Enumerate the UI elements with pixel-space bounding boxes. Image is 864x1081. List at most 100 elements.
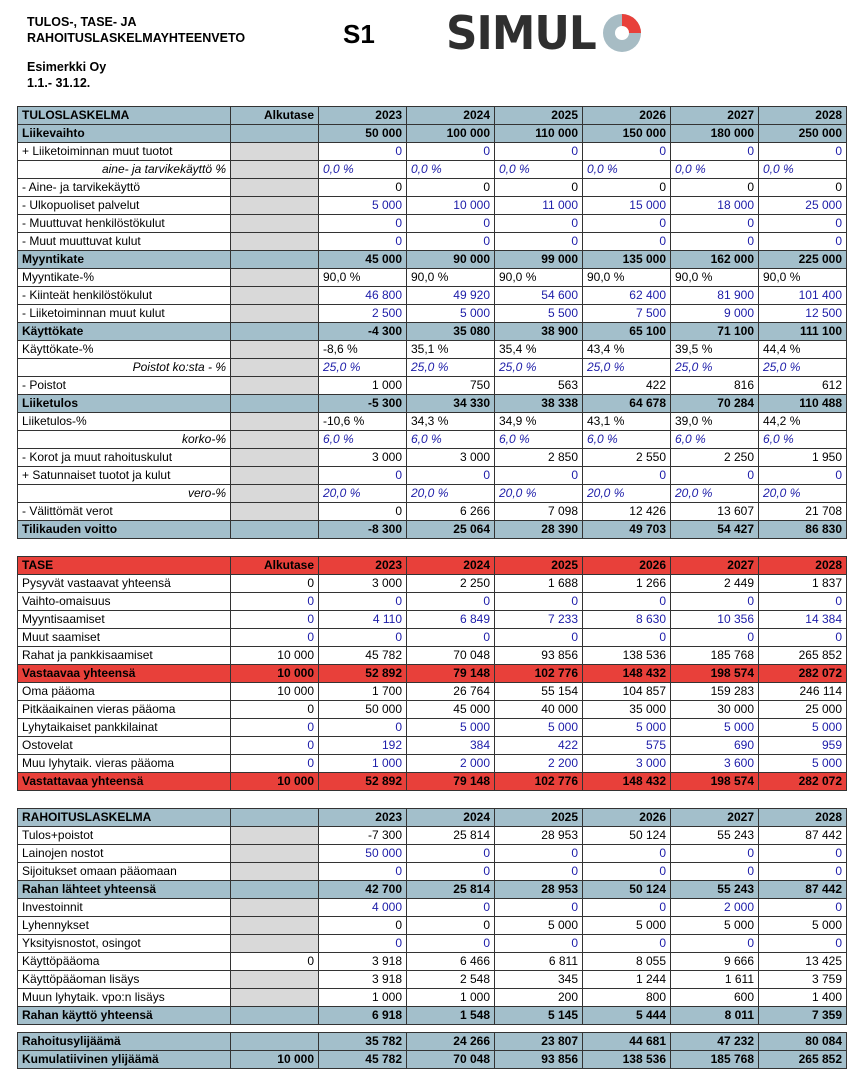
value-cell: 0 — [494, 592, 583, 611]
row: aine- ja tarvikekäyttö % 0,0 % 0,0 % 0,0 % 0… — [17, 160, 847, 179]
year-header: 2026 — [582, 556, 671, 575]
value-cell: 198 574 — [670, 664, 759, 683]
alkutase-cell: 0 — [230, 754, 319, 773]
row-label: Käyttöpääoma — [17, 952, 231, 971]
value-cell: 104 857 — [582, 682, 671, 701]
value-cell: 282 072 — [758, 772, 847, 791]
row: Myyntikate-% 90,0 % 90,0 % 90,0 % 90,0 % 90,0… — [17, 268, 847, 287]
row: - Liiketoiminnan muut kulut 2 500 5 000 5 5… — [17, 304, 847, 323]
row: Tilikauden voitto -8 300 25 064 28 390 49 70… — [17, 520, 847, 539]
value-cell: 5 000 — [406, 718, 495, 737]
value-cell: 2 550 — [582, 448, 671, 467]
value-cell: 38 900 — [494, 322, 583, 341]
value-cell: 0 — [758, 592, 847, 611]
value-cell: 1 000 — [318, 376, 407, 395]
value-cell: -8 300 — [318, 520, 407, 539]
value-cell: 0 — [406, 232, 495, 251]
alkutase-cell: 0 — [230, 700, 319, 719]
row: Sijoitukset omaan pääomaan 0 0 0 0 0 0 — [17, 862, 847, 881]
alkutase-header: Alkutase — [230, 106, 319, 125]
value-cell: 102 776 — [494, 664, 583, 683]
row-label: - Korot ja muut rahoituskulut — [17, 448, 231, 467]
value-cell: 11 000 — [494, 196, 583, 215]
value-cell: 80 084 — [758, 1032, 847, 1051]
value-cell: 90 000 — [406, 250, 495, 269]
value-cell: 135 000 — [582, 250, 671, 269]
value-cell: 0 — [318, 466, 407, 485]
value-cell: 39,5 % — [670, 340, 759, 359]
value-cell: 1 611 — [670, 970, 759, 989]
value-cell: 5 000 — [758, 718, 847, 737]
row: Investoinnit 4 000 0 0 0 2 000 0 — [17, 898, 847, 917]
alkutase-cell — [230, 268, 319, 287]
alkutase-cell: 0 — [230, 952, 319, 971]
row: Vastattavaa yhteensä 10 000 52 892 79 148 10… — [17, 772, 847, 791]
value-cell: 0 — [670, 844, 759, 863]
value-cell: 25,0 % — [758, 358, 847, 377]
value-cell: 0 — [494, 466, 583, 485]
value-cell: 265 852 — [758, 646, 847, 665]
year-header: 2026 — [582, 106, 671, 125]
value-cell: 25,0 % — [670, 358, 759, 377]
value-cell: 2 548 — [406, 970, 495, 989]
value-cell: 52 892 — [318, 664, 407, 683]
alkutase-cell: 0 — [230, 736, 319, 755]
alkutase-cell — [230, 844, 319, 863]
value-cell: 93 856 — [494, 1050, 583, 1069]
row: Käyttökate -4 300 35 080 38 900 65 100 71 100… — [17, 322, 847, 341]
row: Poistot ko:sta - % 25,0 % 25,0 % 25,0 % 25,0… — [17, 358, 847, 377]
value-cell: 45 782 — [318, 646, 407, 665]
value-cell: 90,0 % — [670, 268, 759, 287]
value-cell: 0 — [670, 862, 759, 881]
row-label: Yksityisnostot, osingot — [17, 934, 231, 953]
row-label: Myyntisaamiset — [17, 610, 231, 629]
row: Myyntisaamiset 0 4 110 6 849 7 233 8 630 10 35… — [17, 610, 847, 629]
row-label: Liikevaihto — [17, 124, 231, 143]
value-cell: 25 000 — [758, 700, 847, 719]
alkutase-cell — [230, 286, 319, 305]
row-label: Myyntikate-% — [17, 268, 231, 287]
row: Kumulatiivinen ylijäämä 10 000 45 782 70 04… — [17, 1050, 847, 1069]
value-cell: 0 — [582, 628, 671, 647]
year-header: 2024 — [406, 106, 495, 125]
value-cell: 5 000 — [406, 304, 495, 323]
table: TULOSLASKELMA Alkutase 2023 2024 2025 2026 202… — [17, 106, 847, 539]
logo-text: SIMUL — [446, 6, 597, 60]
value-cell: 45 000 — [406, 700, 495, 719]
value-cell: 26 764 — [406, 682, 495, 701]
value-cell: 110 488 — [758, 394, 847, 413]
value-cell: 25,0 % — [494, 358, 583, 377]
value-cell: 0 — [582, 214, 671, 233]
value-cell: 28 953 — [494, 880, 583, 899]
value-cell: 0 — [494, 862, 583, 881]
value-cell: 3 600 — [670, 754, 759, 773]
value-cell: 8 055 — [582, 952, 671, 971]
value-cell: 5 500 — [494, 304, 583, 323]
alkutase-cell — [230, 340, 319, 359]
value-cell: 5 000 — [582, 718, 671, 737]
value-cell: 50 124 — [582, 880, 671, 899]
row-label: - Aine- ja tarvikekäyttö — [17, 178, 231, 197]
row: Yksityisnostot, osingot 0 0 0 0 0 0 — [17, 934, 847, 953]
row-label: - Kiinteät henkilöstökulut — [17, 286, 231, 305]
value-cell: 0 — [318, 502, 407, 521]
value-cell: 5 000 — [582, 916, 671, 935]
value-cell: 62 400 — [582, 286, 671, 305]
value-cell: 111 100 — [758, 322, 847, 341]
value-cell: 28 953 — [494, 826, 583, 845]
value-cell: 1 688 — [494, 574, 583, 593]
row-label: Investoinnit — [17, 898, 231, 917]
value-cell: 2 449 — [670, 574, 759, 593]
row-label: Myyntikate — [17, 250, 231, 269]
alkutase-cell — [230, 178, 319, 197]
value-cell: 7 233 — [494, 610, 583, 629]
year-header: 2025 — [494, 808, 583, 827]
value-cell: -4 300 — [318, 322, 407, 341]
row: Oma pääoma 10 000 1 700 26 764 55 154 104 857… — [17, 682, 847, 701]
row-label: Vastattavaa yhteensä — [17, 772, 231, 791]
value-cell: 0 — [406, 142, 495, 161]
year-header: 2026 — [582, 808, 671, 827]
value-cell: 2 850 — [494, 448, 583, 467]
value-cell: 800 — [582, 988, 671, 1007]
